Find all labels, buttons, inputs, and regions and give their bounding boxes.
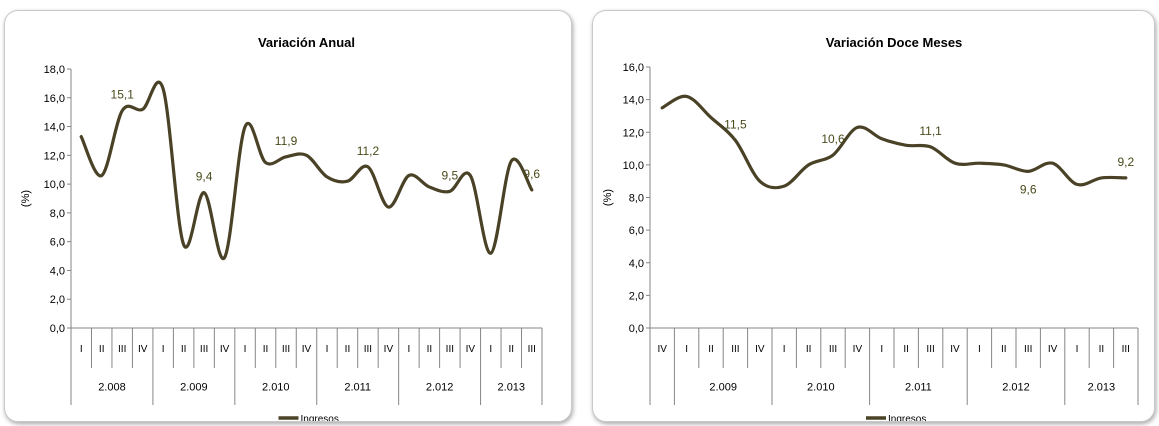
legend-label: Ingresos bbox=[888, 414, 926, 421]
x-tick-label: II bbox=[708, 344, 714, 355]
x-tick-label: III bbox=[118, 344, 126, 355]
year-label: 2.012 bbox=[426, 382, 454, 394]
x-tick-label: II bbox=[806, 344, 812, 355]
y-tick-label: 12,0 bbox=[44, 150, 65, 162]
x-tick-label: IV bbox=[466, 344, 476, 355]
x-tick-label: II bbox=[903, 344, 909, 355]
x-tick-label: III bbox=[528, 344, 536, 355]
data-label: 9,6 bbox=[1020, 182, 1037, 196]
x-tick-label: I bbox=[978, 344, 981, 355]
x-tick-label: IV bbox=[657, 344, 667, 355]
x-tick-label: II bbox=[181, 344, 187, 355]
chart-title: Variación Anual bbox=[258, 35, 355, 50]
data-label: 9,6 bbox=[523, 167, 540, 181]
data-label: 11,5 bbox=[724, 117, 747, 131]
x-tick-label: IV bbox=[138, 344, 148, 355]
x-tick-label: I bbox=[783, 344, 786, 355]
series-line-ingresos bbox=[79, 80, 534, 261]
year-label: 2.008 bbox=[98, 382, 126, 394]
legend-label: Ingresos bbox=[301, 414, 339, 421]
data-label: 9,4 bbox=[196, 170, 213, 184]
year-label: 2.011 bbox=[344, 382, 371, 394]
y-tick-label: 4,0 bbox=[629, 258, 644, 270]
annual-variation-chart: Variación Anual (%) 0,0 2,0 4,0 6,0 8,0 10,0 12,… bbox=[20, 35, 543, 421]
data-label: 15,1 bbox=[111, 88, 135, 102]
year-label: 2.009 bbox=[180, 382, 208, 394]
x-tick-label: I bbox=[326, 344, 329, 355]
y-axis-label: (%) bbox=[602, 189, 614, 206]
chart-panel-twelve-months: Variación Doce Meses (%) 0,0 2,0 4,0 6,0 8,0 10… bbox=[592, 10, 1155, 422]
x-tick-label: II bbox=[1001, 344, 1007, 355]
x-tick-label: IV bbox=[220, 344, 230, 355]
y-tick-label: 10,0 bbox=[623, 160, 644, 172]
x-tick-label: IV bbox=[384, 344, 394, 355]
x-tick-label: III bbox=[282, 344, 290, 355]
chart-panel-annual: Variación Anual (%) 0,0 2,0 4,0 6,0 8,0 10,0 12,… bbox=[4, 10, 572, 422]
y-tick-label: 12,0 bbox=[623, 127, 644, 139]
x-tick-label: I bbox=[80, 344, 83, 355]
y-tick-label: 4,0 bbox=[50, 265, 65, 277]
x-tick-label: I bbox=[685, 344, 688, 355]
data-label: 11,1 bbox=[919, 124, 942, 138]
year-label: 2.010 bbox=[262, 382, 290, 394]
year-label: 2.009 bbox=[709, 382, 737, 394]
year-label: 2.013 bbox=[498, 382, 526, 394]
x-tick-label: III bbox=[1024, 344, 1032, 355]
data-label: 11,9 bbox=[275, 134, 298, 148]
x-tick-label: II bbox=[345, 344, 351, 355]
x-tick-label: II bbox=[263, 344, 269, 355]
x-tick-label: III bbox=[446, 344, 454, 355]
x-tick-label: IV bbox=[950, 344, 960, 355]
twelve-month-variation-chart: Variación Doce Meses (%) 0,0 2,0 4,0 6,0 8,0 10… bbox=[602, 35, 1139, 421]
x-tick-label: III bbox=[926, 344, 934, 355]
y-tick-label: 6,0 bbox=[50, 237, 65, 249]
x-tick-label: IV bbox=[302, 344, 312, 355]
year-label: 2.013 bbox=[1088, 382, 1116, 394]
y-tick-label: 10,0 bbox=[44, 179, 65, 191]
year-label: 2.011 bbox=[905, 382, 932, 394]
y-tick-label: 0,0 bbox=[50, 323, 65, 335]
x-tick-label: III bbox=[731, 344, 739, 355]
y-tick-label: 6,0 bbox=[629, 225, 644, 237]
series-line-ingresos bbox=[660, 94, 1128, 190]
x-tick-label: I bbox=[880, 344, 883, 355]
x-tick-label: IV bbox=[853, 344, 863, 355]
y-tick-label: 18,0 bbox=[44, 64, 65, 76]
y-tick-label: 2,0 bbox=[629, 290, 644, 302]
y-tick-label: 16,0 bbox=[44, 93, 65, 105]
y-axis-label: (%) bbox=[20, 190, 32, 207]
x-tick-label: II bbox=[427, 344, 433, 355]
year-label: 2.010 bbox=[807, 382, 835, 394]
y-tick-label: 14,0 bbox=[44, 122, 65, 134]
y-tick-label: 14,0 bbox=[623, 95, 644, 107]
x-tick-label: I bbox=[162, 344, 165, 355]
data-label: 9,2 bbox=[1117, 155, 1134, 169]
x-tick-label: III bbox=[829, 344, 837, 355]
x-tick-label: III bbox=[200, 344, 208, 355]
y-tick-label: 2,0 bbox=[50, 294, 65, 306]
x-tick-label: IV bbox=[755, 344, 765, 355]
y-tick-label: 8,0 bbox=[629, 193, 644, 205]
y-tick-label: 16,0 bbox=[623, 62, 644, 74]
x-tick-label: I bbox=[408, 344, 411, 355]
x-tick-label: I bbox=[489, 344, 492, 355]
data-label: 9,5 bbox=[442, 168, 459, 182]
x-tick-label: I bbox=[244, 344, 247, 355]
data-label: 10,6 bbox=[821, 132, 845, 146]
y-tick-label: 0,0 bbox=[629, 323, 644, 335]
x-tick-label: III bbox=[364, 344, 372, 355]
x-tick-label: II bbox=[509, 344, 515, 355]
data-label: 11,2 bbox=[357, 144, 380, 158]
x-tick-label: II bbox=[1099, 344, 1105, 355]
y-tick-label: 8,0 bbox=[50, 208, 65, 220]
x-tick-label: II bbox=[99, 344, 105, 355]
x-tick-label: III bbox=[1122, 344, 1130, 355]
chart-title: Variación Doce Meses bbox=[826, 35, 963, 50]
x-tick-label: IV bbox=[1048, 344, 1058, 355]
year-label: 2.012 bbox=[1002, 382, 1030, 394]
x-tick-label: I bbox=[1076, 344, 1079, 355]
